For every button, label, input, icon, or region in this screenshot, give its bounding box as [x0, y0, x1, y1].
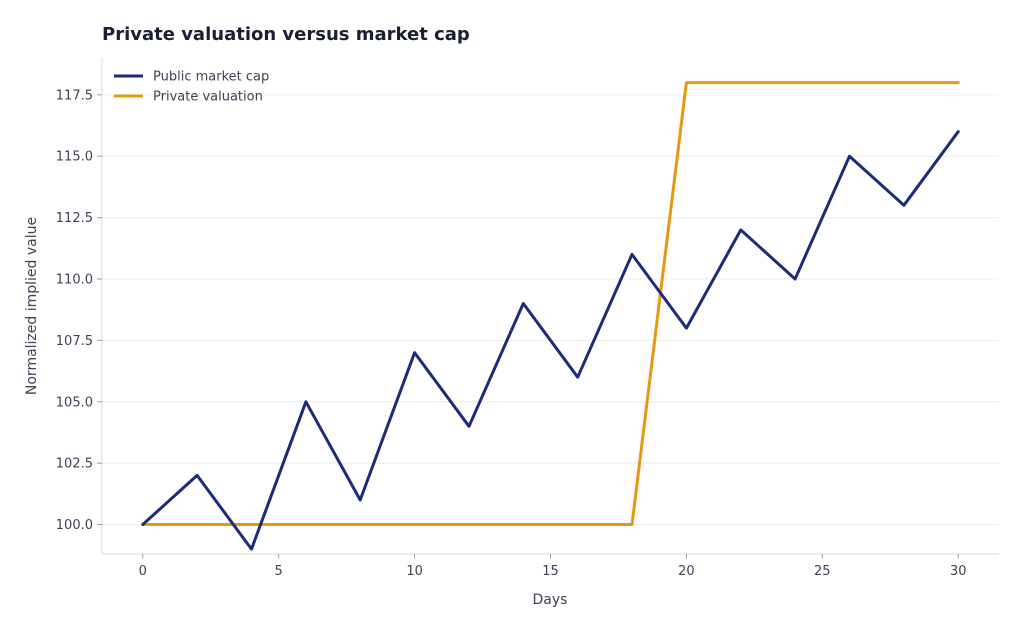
legend-label-private-valuation: Private valuation: [153, 90, 263, 105]
x-tick-label: 20: [678, 564, 695, 579]
x-tick-label: 15: [542, 564, 559, 579]
x-tick-label: 10: [406, 564, 423, 579]
y-tick-label: 117.5: [56, 88, 93, 103]
x-tick-label: 5: [275, 564, 283, 579]
y-tick-label: 110.0: [56, 272, 93, 287]
y-tick-label: 115.0: [56, 150, 93, 165]
y-axis-label: Normalized implied value: [24, 217, 40, 395]
x-tick-label: 0: [139, 564, 147, 579]
y-tick-label: 112.5: [56, 211, 93, 226]
y-tick-label: 107.5: [56, 334, 93, 349]
series-line-public-market-cap: [141, 130, 960, 551]
series-line-private-valuation: [141, 81, 960, 526]
chart-title: Private valuation versus market cap: [102, 24, 470, 45]
y-axis-ticks: 100.0 102.5 105.0 107.5 110.0 112.5 115.0 117.5: [56, 88, 102, 533]
x-axis-label: Days: [533, 592, 568, 608]
y-tick-label: 102.5: [56, 457, 93, 472]
gridlines: [102, 94, 999, 526]
x-tick-label: 30: [950, 564, 967, 579]
y-tick-label: 100.0: [56, 518, 93, 533]
y-tick-label: 105.0: [56, 395, 93, 410]
series-lines: [141, 81, 960, 551]
x-axis-ticks: 0 5 10 15 20 25 30: [139, 554, 967, 579]
legend-label-public-market-cap: Public market cap: [153, 70, 269, 85]
x-tick-label: 25: [814, 564, 831, 579]
legend: Public market cap Private valuation: [114, 70, 269, 105]
